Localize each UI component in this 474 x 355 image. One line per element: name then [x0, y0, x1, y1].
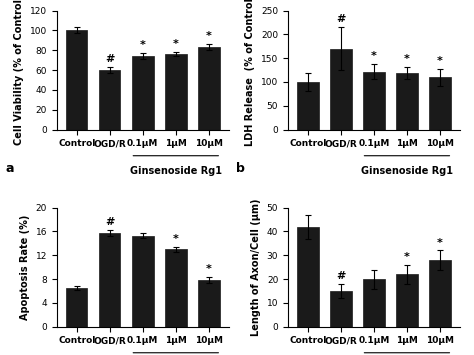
Bar [363, 279, 384, 327]
Text: *: * [173, 234, 179, 244]
Bar [99, 70, 120, 130]
Text: *: * [404, 54, 410, 64]
Bar [297, 227, 319, 327]
Text: *: * [173, 39, 179, 49]
Text: b: b [237, 162, 246, 175]
Bar [330, 49, 352, 130]
Bar [165, 249, 187, 327]
Bar [330, 291, 352, 327]
Text: *: * [371, 51, 377, 61]
Bar [429, 260, 451, 327]
Bar [198, 280, 219, 327]
Bar [396, 73, 418, 130]
Bar [99, 233, 120, 327]
Text: *: * [140, 40, 146, 50]
Text: Ginsenoside Rg1: Ginsenoside Rg1 [361, 166, 453, 176]
Y-axis label: Cell Viability (% of Control): Cell Viability (% of Control) [14, 0, 24, 145]
Text: *: * [206, 264, 212, 274]
Text: *: * [437, 237, 443, 247]
Text: #: # [105, 217, 114, 227]
Y-axis label: Length of Axon/Cell (μm): Length of Axon/Cell (μm) [251, 198, 261, 336]
Text: #: # [336, 14, 346, 24]
Bar [132, 56, 154, 130]
Text: *: * [437, 56, 443, 66]
Bar [66, 288, 87, 327]
Bar [165, 54, 187, 130]
Y-axis label: LDH Release  (% of Control): LDH Release (% of Control) [246, 0, 255, 146]
Bar [132, 236, 154, 327]
Text: *: * [404, 252, 410, 262]
Bar [198, 47, 219, 130]
Text: #: # [336, 271, 346, 281]
Y-axis label: Apoptosis Rate (%): Apoptosis Rate (%) [20, 214, 30, 320]
Bar [396, 274, 418, 327]
Text: *: * [206, 31, 212, 42]
Bar [429, 77, 451, 130]
Bar [66, 31, 87, 130]
Text: a: a [5, 162, 14, 175]
Text: Ginsenoside Rg1: Ginsenoside Rg1 [130, 166, 222, 176]
Bar [297, 82, 319, 130]
Text: #: # [105, 54, 114, 64]
Bar [363, 72, 384, 130]
